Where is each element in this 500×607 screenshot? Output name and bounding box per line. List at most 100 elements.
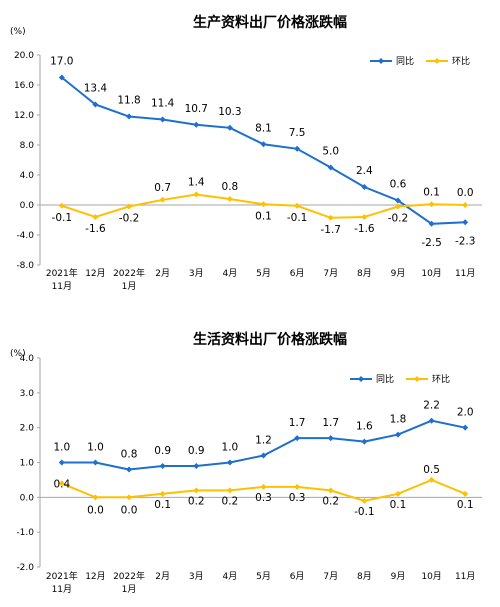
data-point-marker [159, 490, 166, 497]
data-point-marker [193, 462, 200, 469]
data-label: 2.2 [423, 400, 440, 412]
data-label: 13.4 [84, 83, 108, 95]
data-label: -2.5 [421, 237, 442, 249]
x-tick-label: 12月 [85, 268, 105, 279]
data-point-marker [327, 487, 334, 494]
x-tick-label: 2月 [155, 268, 170, 279]
data-point-marker [92, 101, 99, 108]
y-tick-label: 3.0 [20, 389, 35, 399]
data-label: 1.7 [289, 417, 306, 429]
data-point-marker [226, 124, 233, 131]
data-point-marker [462, 219, 469, 226]
data-point-marker [193, 487, 200, 494]
data-point-marker [394, 203, 401, 210]
data-point-marker [159, 196, 166, 203]
data-label: 17.0 [50, 56, 73, 68]
x-tick-label: 11月 [455, 268, 475, 279]
data-label: 0.0 [87, 504, 104, 516]
data-label: 1.0 [222, 442, 239, 454]
y-tick-label: 8.0 [20, 141, 35, 151]
data-label: 5.0 [322, 146, 339, 158]
data-point-marker [361, 214, 368, 220]
data-label: 0.2 [222, 495, 239, 507]
y-tick-label: 4.0 [20, 354, 35, 364]
data-point-marker [226, 196, 233, 202]
data-label: 1.8 [390, 414, 407, 426]
legend-swatch-marker [434, 58, 440, 64]
legend-label: 同比 [396, 55, 414, 67]
x-tick-label: 5月 [256, 571, 271, 582]
legend-label: 同比 [376, 373, 394, 385]
data-label: 1.2 [255, 435, 272, 447]
x-tick-label-line2: 11月 [52, 281, 72, 290]
y-axis-unit: (%) [10, 349, 26, 359]
data-label: 0.0 [121, 504, 138, 516]
legend-label: 环比 [452, 55, 470, 67]
x-tick-label: 9月 [391, 571, 406, 582]
data-point-marker [92, 459, 99, 466]
data-label: 0.5 [423, 464, 440, 476]
data-label: 2.4 [356, 165, 373, 177]
y-tick-label: 4.0 [20, 171, 35, 181]
data-point-marker [327, 164, 334, 171]
x-tick-label-line2: 1月 [122, 584, 137, 595]
data-point-marker [193, 191, 200, 198]
data-point-marker [428, 201, 435, 208]
x-tick-label: 9月 [391, 268, 406, 279]
data-point-marker [327, 435, 334, 442]
y-axis-unit: (%) [10, 27, 26, 37]
data-point-marker [294, 483, 301, 490]
data-point-marker [462, 490, 469, 497]
data-point-marker [361, 184, 368, 190]
data-label: -2.3 [455, 235, 476, 247]
data-label: 0.0 [457, 187, 474, 199]
x-tick-label: 7月 [323, 268, 338, 279]
x-tick-label: 3月 [189, 268, 204, 279]
data-label: 0.1 [457, 499, 474, 511]
data-label: 1.0 [87, 442, 104, 454]
data-point-marker [226, 459, 233, 466]
data-label: 0.8 [121, 448, 138, 460]
x-tick-label: 4月 [223, 268, 238, 279]
data-point-marker [260, 201, 267, 208]
data-label: -0.2 [388, 213, 409, 225]
data-point-marker [126, 113, 133, 120]
data-label: 10.3 [218, 106, 241, 118]
x-tick-label: 7月 [323, 571, 338, 582]
data-point-marker [327, 214, 334, 221]
data-point-marker [126, 494, 133, 501]
data-label: 1.4 [188, 177, 205, 189]
data-label: 1.0 [53, 442, 70, 454]
y-tick-label: 0.0 [20, 493, 35, 503]
data-point-marker [92, 214, 99, 220]
data-label: 0.8 [222, 181, 239, 193]
data-point-marker [462, 424, 469, 431]
data-point-marker [260, 483, 267, 490]
data-point-marker [294, 435, 301, 442]
data-point-marker [394, 490, 401, 497]
data-point-marker [394, 197, 401, 204]
chart-title: 生活资料出厂价格涨跌幅 [193, 331, 347, 348]
y-tick-label: 1.0 [20, 459, 35, 469]
data-point-marker [58, 480, 65, 487]
data-label: -0.1 [52, 212, 73, 224]
y-tick-label: 20.0 [14, 51, 34, 61]
y-tick-label: 12.0 [14, 111, 34, 121]
data-label: 0.2 [322, 495, 339, 507]
legend-swatch-marker [358, 376, 364, 382]
legend-swatch-marker [378, 58, 384, 64]
data-point-marker [428, 220, 435, 227]
data-label: -0.1 [287, 212, 308, 224]
data-point-marker [294, 202, 301, 209]
data-point-marker [260, 141, 267, 148]
data-label: 1.7 [322, 417, 339, 429]
data-point-marker [428, 476, 435, 483]
data-label: 0.4 [53, 478, 70, 490]
x-tick-label: 6月 [290, 268, 305, 279]
data-point-marker [428, 417, 435, 424]
data-label: 8.1 [255, 122, 272, 134]
data-point-marker [159, 462, 166, 469]
x-tick-label: 2021年 [46, 267, 78, 279]
data-label: 0.1 [154, 499, 171, 511]
x-tick-label-line2: 1月 [122, 281, 137, 290]
